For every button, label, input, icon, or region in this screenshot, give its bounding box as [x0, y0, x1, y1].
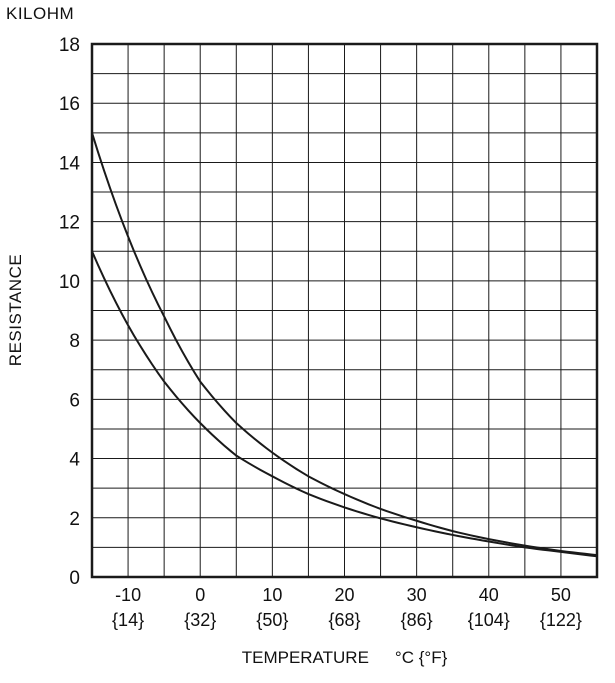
lower-limit-curve — [91, 250, 598, 558]
x-axis-title-text: TEMPERATURE — [241, 648, 369, 667]
y-tick-label: 18 — [59, 35, 80, 56]
y-tick-label: 6 — [69, 390, 80, 411]
upper-limit-curve — [91, 131, 598, 557]
x-tick-label-celsius: 30 — [407, 585, 427, 605]
y-tick-label: 0 — [69, 568, 80, 589]
x-tick-label-celsius: 50 — [551, 585, 571, 605]
y-tick-label: 4 — [69, 450, 80, 471]
x-tick-label-celsius: 20 — [334, 585, 354, 605]
x-tick-label-fahrenheit: {122} — [540, 610, 582, 630]
y-tick-label: 12 — [59, 213, 80, 234]
x-tick-label-fahrenheit: {14} — [112, 610, 144, 630]
x-tick-label-celsius: -10 — [115, 585, 141, 605]
x-tick-label-celsius: 0 — [195, 585, 205, 605]
x-axis-unit-text: °C {°F} — [394, 648, 448, 667]
x-tick-label-fahrenheit: {68} — [328, 610, 360, 630]
x-tick-label-celsius: 10 — [262, 585, 282, 605]
y-tick-label: 14 — [59, 153, 81, 174]
x-tick-label-celsius: 40 — [479, 585, 499, 605]
x-axis-title: TEMPERATURE °C {°F} — [92, 648, 597, 668]
y-unit-label: KILOHM — [6, 4, 75, 23]
plot-frame — [90, 42, 599, 579]
y-tick-label: 8 — [69, 331, 80, 352]
y-tick-label: 16 — [59, 94, 80, 115]
x-tick-label-fahrenheit: {32} — [184, 610, 216, 630]
x-tick-label-fahrenheit: {104} — [468, 610, 510, 630]
y-axis-title: RESISTANCE — [6, 253, 25, 367]
x-tick-label-fahrenheit: {50} — [256, 610, 288, 630]
y-tick-label: 10 — [59, 272, 80, 293]
y-tick-label: 2 — [69, 509, 80, 530]
x-tick-label-fahrenheit: {86} — [401, 610, 433, 630]
